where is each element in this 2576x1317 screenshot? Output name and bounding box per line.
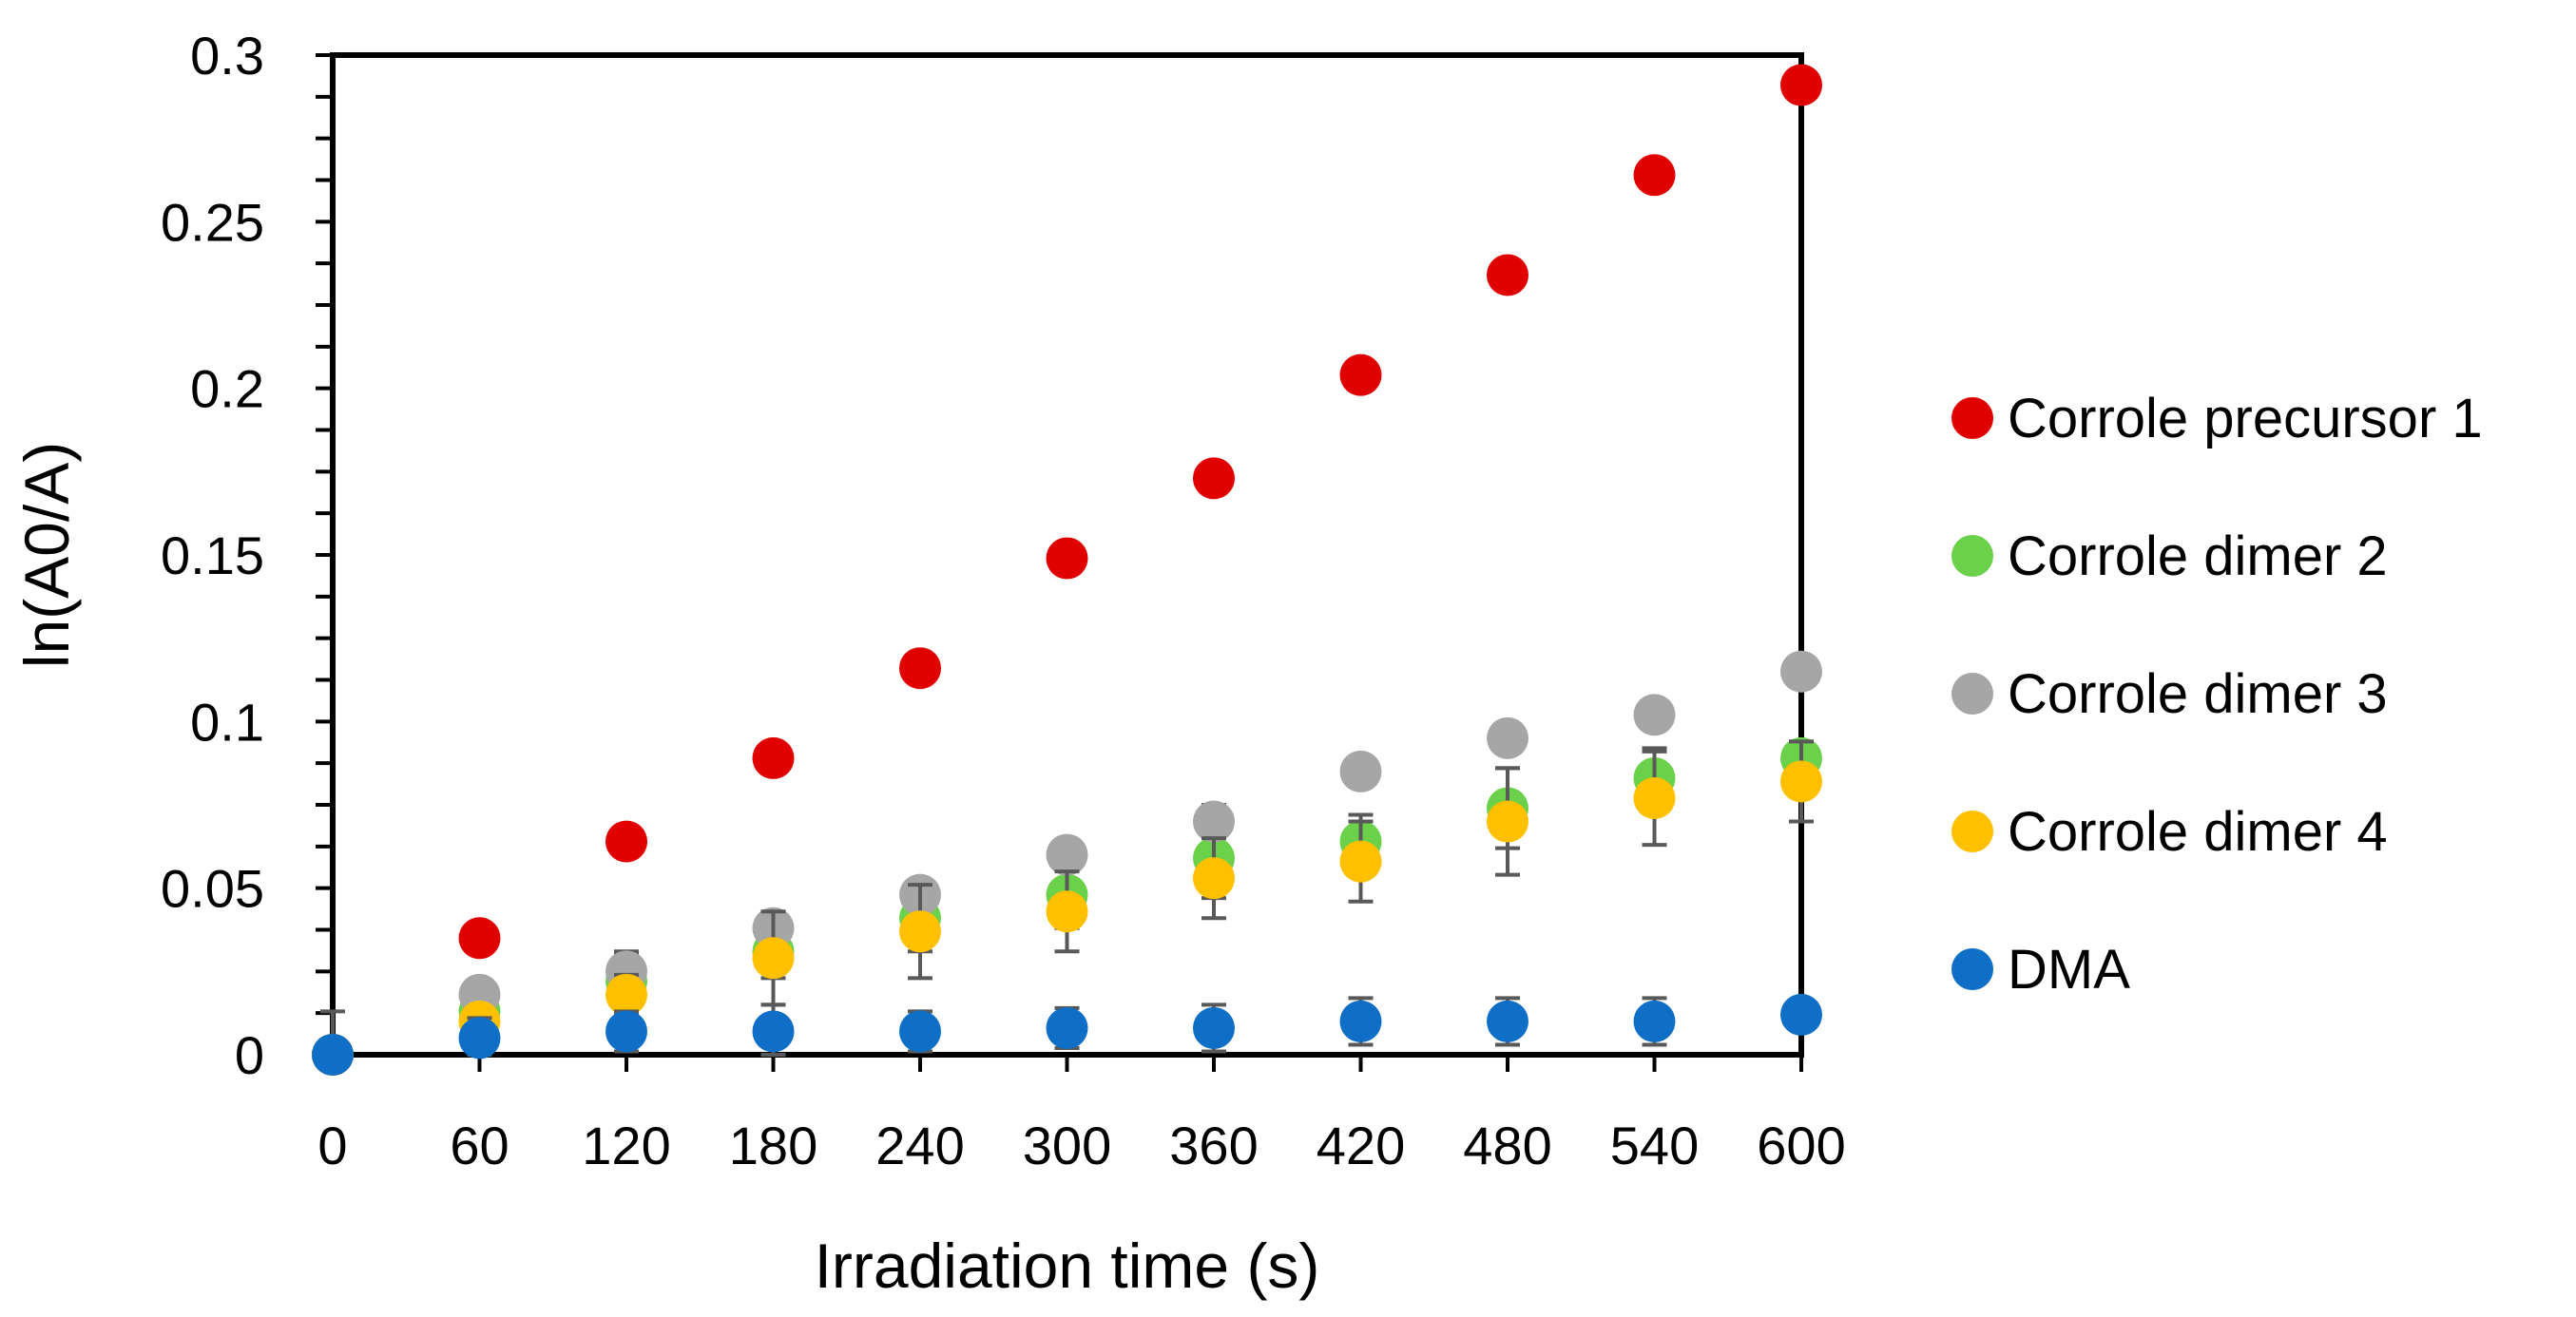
x-axis: 0 60 120 180 240 300 360 420 480 540 600	[317, 1055, 1846, 1175]
data-point	[1780, 993, 1822, 1036]
data-point	[1046, 1006, 1088, 1049]
data-point	[1780, 760, 1822, 803]
data-series	[312, 64, 1822, 1076]
data-point	[1780, 64, 1822, 106]
y-tick-label: 0.05	[161, 859, 264, 919]
legend-marker	[1951, 811, 1993, 852]
data-point	[1046, 537, 1088, 580]
y-tick-label: 0	[235, 1025, 264, 1085]
data-point	[899, 1010, 941, 1053]
data-point	[1046, 833, 1088, 876]
x-tick-label: 480	[1463, 1116, 1551, 1175]
y-tick-label: 0.25	[161, 192, 264, 252]
x-tick-label: 60	[450, 1116, 509, 1175]
data-point	[899, 647, 941, 690]
data-point	[1193, 857, 1235, 900]
data-point	[1487, 716, 1528, 759]
x-tick-label: 180	[729, 1116, 817, 1175]
x-tick-label: 300	[1023, 1116, 1111, 1175]
data-point	[1487, 254, 1528, 296]
data-point	[752, 1010, 795, 1053]
legend-label: Corrole dimer 2	[2008, 525, 2388, 587]
data-point	[1193, 800, 1235, 843]
data-point	[312, 1034, 354, 1076]
data-point	[458, 917, 501, 960]
series-corrole-precursor-1	[312, 64, 1822, 1076]
data-point	[1780, 650, 1822, 693]
x-tick-label: 240	[875, 1116, 964, 1175]
data-point	[606, 1010, 647, 1053]
y-axis: 0 0.05 0.1 0.15 0.2 0.25 0.3	[161, 26, 333, 1085]
x-tick-label: 600	[1757, 1116, 1845, 1175]
x-tick-label: 120	[582, 1116, 670, 1175]
legend-marker	[1951, 397, 1993, 439]
series-dma	[312, 993, 1822, 1076]
data-point	[458, 1017, 501, 1059]
data-point	[1633, 154, 1676, 197]
legend: Corrole precursor 1 Corrole dimer 2 Corrol…	[1951, 388, 2483, 1001]
data-point	[1487, 800, 1528, 843]
data-point	[899, 910, 941, 953]
data-point	[752, 937, 795, 980]
data-point	[752, 736, 795, 779]
data-point	[1633, 694, 1676, 736]
legend-label: Corrole precursor 1	[2008, 388, 2483, 449]
x-tick-label: 360	[1169, 1116, 1258, 1175]
legend-label: Corrole dimer 4	[2008, 801, 2388, 863]
legend-marker	[1951, 948, 1993, 990]
legend-marker	[1951, 673, 1993, 715]
y-tick-label: 0.3	[190, 26, 264, 86]
x-axis-title: Irradiation time (s)	[815, 1231, 1320, 1301]
x-tick-label: 420	[1317, 1116, 1405, 1175]
x-tick-label: 540	[1610, 1116, 1699, 1175]
data-point	[1046, 890, 1088, 933]
series-corrole-dimer-4	[312, 739, 1822, 1076]
data-point	[1193, 457, 1235, 500]
y-tick-label: 0.15	[161, 525, 264, 585]
data-point	[1339, 1000, 1382, 1042]
data-point	[1339, 750, 1382, 792]
y-axis-title: ln(A0/A)	[11, 442, 82, 668]
x-tick-label: 0	[317, 1116, 347, 1175]
data-point	[1633, 776, 1676, 819]
data-point	[606, 973, 647, 1016]
data-point	[1193, 1006, 1235, 1049]
y-tick-label: 0.2	[190, 359, 264, 419]
y-tick-label: 0.1	[190, 692, 264, 752]
data-point	[606, 820, 647, 863]
legend-label: DMA	[2008, 939, 2130, 1001]
data-point	[1487, 1000, 1528, 1042]
legend-label: Corrole dimer 3	[2008, 663, 2388, 725]
data-point	[1339, 353, 1382, 396]
data-point	[1633, 1000, 1676, 1042]
data-point	[1339, 840, 1382, 883]
legend-marker	[1951, 535, 1993, 577]
